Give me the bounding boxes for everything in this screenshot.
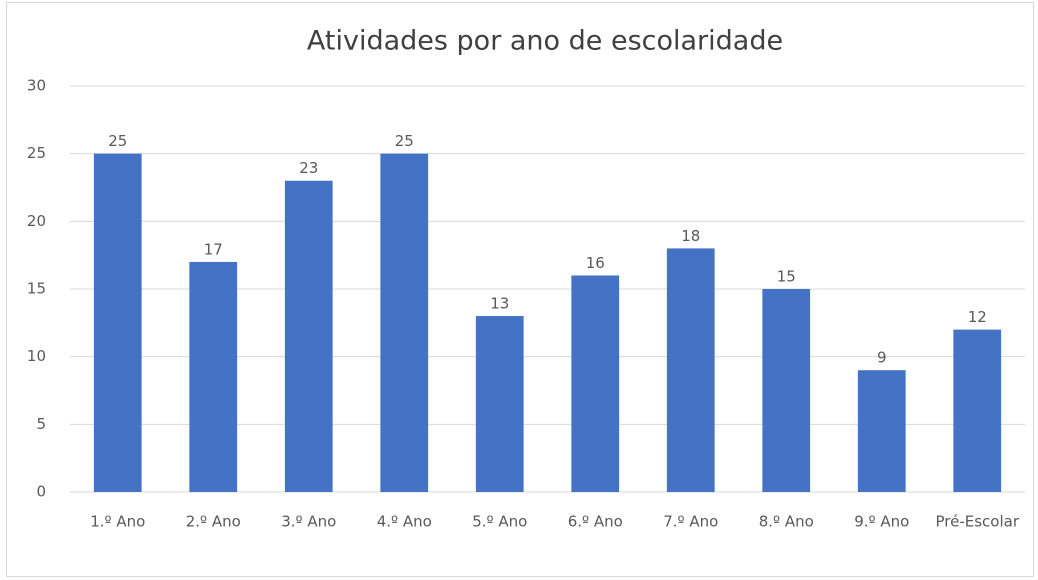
x-tick-label: 8.º Ano xyxy=(759,513,814,531)
x-tick-label: 4.º Ano xyxy=(377,513,432,531)
y-tick-label: 10 xyxy=(27,347,46,365)
data-label: 23 xyxy=(299,159,318,177)
data-label: 25 xyxy=(108,132,127,150)
data-label: 9 xyxy=(877,349,887,367)
y-tick-label: 30 xyxy=(27,77,46,95)
bar xyxy=(380,153,429,492)
y-tick-label: 5 xyxy=(36,415,46,433)
x-tick-label: 1.º Ano xyxy=(90,513,145,531)
data-label: 18 xyxy=(681,227,700,245)
bar xyxy=(284,180,333,492)
data-label: 12 xyxy=(968,308,987,326)
bar xyxy=(857,370,906,492)
bar xyxy=(475,316,524,492)
data-label: 16 xyxy=(586,254,605,272)
x-tick-label: 6.º Ano xyxy=(568,513,623,531)
data-label: 13 xyxy=(490,295,509,313)
y-tick-label: 0 xyxy=(36,483,46,501)
x-tick-label: 5.º Ano xyxy=(472,513,527,531)
x-tick-label: 2.º Ano xyxy=(186,513,241,531)
x-tick-label: 7.º Ano xyxy=(663,513,718,531)
x-tick-label: 9.º Ano xyxy=(854,513,909,531)
bar xyxy=(571,275,620,492)
bar xyxy=(189,261,238,492)
chart-title: Atividades por ano de escolaridade xyxy=(307,26,783,57)
data-label: 25 xyxy=(395,132,414,150)
bar xyxy=(762,289,811,492)
y-tick-label: 20 xyxy=(27,212,46,230)
x-tick-label: Pré-Escolar xyxy=(935,513,1019,531)
data-label: 17 xyxy=(204,240,223,258)
bar xyxy=(953,329,1002,492)
data-label: 15 xyxy=(777,268,796,286)
x-tick-label: 3.º Ano xyxy=(281,513,336,531)
bar xyxy=(93,153,142,492)
y-tick-label: 15 xyxy=(27,280,46,298)
y-tick-label: 25 xyxy=(27,144,46,162)
bar xyxy=(666,248,715,492)
